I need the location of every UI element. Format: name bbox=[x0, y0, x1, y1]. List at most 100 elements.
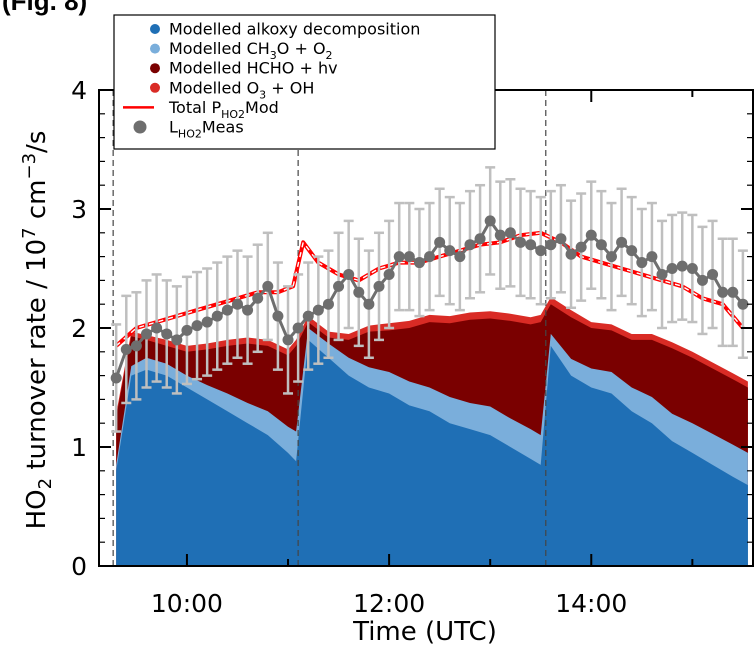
meas-point bbox=[262, 280, 274, 292]
meas-point bbox=[211, 310, 223, 322]
meas-point bbox=[515, 236, 527, 248]
meas-point bbox=[403, 251, 415, 263]
meas-point bbox=[717, 286, 729, 298]
meas-point bbox=[484, 215, 496, 227]
meas-point bbox=[231, 298, 243, 310]
meas-point bbox=[312, 304, 324, 316]
meas-point bbox=[454, 251, 466, 263]
meas-point bbox=[504, 227, 516, 239]
legend-label: Total PHO2Mod bbox=[168, 98, 279, 121]
legend-label: LHO2Meas bbox=[169, 118, 244, 141]
legend-label-part: Modelled alkoxy decomposition bbox=[169, 20, 420, 39]
meas-point bbox=[535, 245, 547, 257]
area-alkoxy bbox=[116, 339, 748, 566]
meas-point bbox=[292, 322, 304, 334]
meas-point bbox=[626, 245, 638, 257]
legend-label-part: Modelled O bbox=[169, 78, 259, 97]
y-axis-title: HO2 turnover rate / 107 cm−3/s bbox=[19, 131, 56, 530]
legend-dot-swatch bbox=[150, 82, 160, 93]
y-tick-label: 3 bbox=[71, 195, 87, 224]
legend-label-part: 3 bbox=[270, 49, 277, 62]
x-tick-label: 10:00 bbox=[151, 589, 223, 618]
meas-point bbox=[151, 322, 163, 334]
meas-point bbox=[242, 304, 254, 316]
legend-label-part: L bbox=[169, 118, 178, 137]
meas-point bbox=[474, 233, 486, 245]
legend-label-part: O + O bbox=[277, 39, 326, 58]
meas-point bbox=[444, 245, 456, 257]
meas-point bbox=[585, 229, 597, 241]
legend-label-part: Total P bbox=[168, 98, 221, 117]
meas-point bbox=[130, 340, 142, 352]
meas-point bbox=[201, 316, 213, 328]
legend-label: Modelled alkoxy decomposition bbox=[169, 20, 420, 39]
legend-box bbox=[113, 14, 496, 150]
meas-point bbox=[353, 286, 365, 298]
meas-point bbox=[161, 328, 173, 340]
x-axis-title: Time (UTC) bbox=[352, 617, 497, 647]
legend-label-part: 3 bbox=[259, 88, 266, 101]
meas-point bbox=[110, 372, 122, 384]
y-tick-label: 2 bbox=[71, 314, 87, 343]
legend-label: Modelled O3 + OH bbox=[169, 78, 314, 101]
y-tick-label: 0 bbox=[71, 552, 87, 581]
meas-point bbox=[676, 260, 688, 272]
meas-point bbox=[605, 251, 617, 263]
meas-point bbox=[737, 298, 749, 310]
meas-point bbox=[171, 334, 183, 346]
legend-label-part: HO2 bbox=[178, 128, 202, 141]
meas-point bbox=[494, 229, 506, 241]
meas-point bbox=[545, 239, 557, 251]
meas-point bbox=[363, 298, 375, 310]
x-tick-label: 12:00 bbox=[353, 589, 425, 618]
legend-label-part: Modelled HCHO + hv bbox=[169, 59, 338, 78]
y-tick-label: 1 bbox=[71, 433, 87, 462]
legend-label-part: Modelled CH bbox=[169, 39, 270, 58]
legend-dot-swatch bbox=[150, 63, 160, 74]
meas-point bbox=[120, 343, 132, 355]
meas-point bbox=[302, 310, 314, 322]
legend-dot-swatch bbox=[150, 24, 160, 34]
meas-point bbox=[373, 280, 385, 292]
meas-point bbox=[555, 233, 567, 245]
meas-point bbox=[191, 320, 203, 332]
meas-point bbox=[181, 324, 193, 336]
legend-label: Modelled CH3O + O2 bbox=[169, 39, 333, 62]
meas-point bbox=[434, 236, 446, 248]
meas-point bbox=[221, 304, 233, 316]
meas-point bbox=[636, 257, 648, 269]
meas-point bbox=[696, 274, 708, 286]
legend-label-part: HO2 bbox=[221, 108, 245, 121]
legend-dot-swatch bbox=[150, 43, 160, 54]
meas-point bbox=[565, 248, 577, 260]
meas-point bbox=[322, 298, 334, 310]
legend-label: Modelled HCHO + hv bbox=[169, 59, 338, 78]
meas-point bbox=[141, 328, 153, 340]
meas-point bbox=[282, 334, 294, 346]
meas-point bbox=[727, 286, 739, 298]
legend-label-part: Mod bbox=[245, 98, 279, 117]
meas-point bbox=[616, 236, 628, 248]
meas-point bbox=[333, 280, 345, 292]
legend-label-part: 2 bbox=[326, 49, 333, 62]
meas-point bbox=[595, 239, 607, 251]
meas-point bbox=[707, 268, 719, 280]
meas-point bbox=[464, 239, 476, 251]
y-tick-label: 4 bbox=[71, 76, 87, 105]
legend-dot-swatch bbox=[133, 120, 147, 134]
stacked-areas bbox=[116, 297, 748, 566]
meas-point bbox=[272, 310, 284, 322]
meas-point bbox=[525, 239, 537, 251]
meas-point bbox=[383, 268, 395, 280]
meas-point bbox=[343, 268, 355, 280]
meas-point bbox=[686, 263, 698, 274]
legend-label-part: Meas bbox=[202, 118, 244, 137]
meas-point bbox=[666, 263, 678, 274]
x-tick-label: 14:00 bbox=[555, 589, 627, 618]
figure-caption: (Fig. 8) bbox=[2, 0, 88, 16]
meas-point bbox=[393, 251, 405, 263]
meas-point bbox=[575, 241, 587, 253]
measured-loss-series bbox=[110, 166, 749, 433]
